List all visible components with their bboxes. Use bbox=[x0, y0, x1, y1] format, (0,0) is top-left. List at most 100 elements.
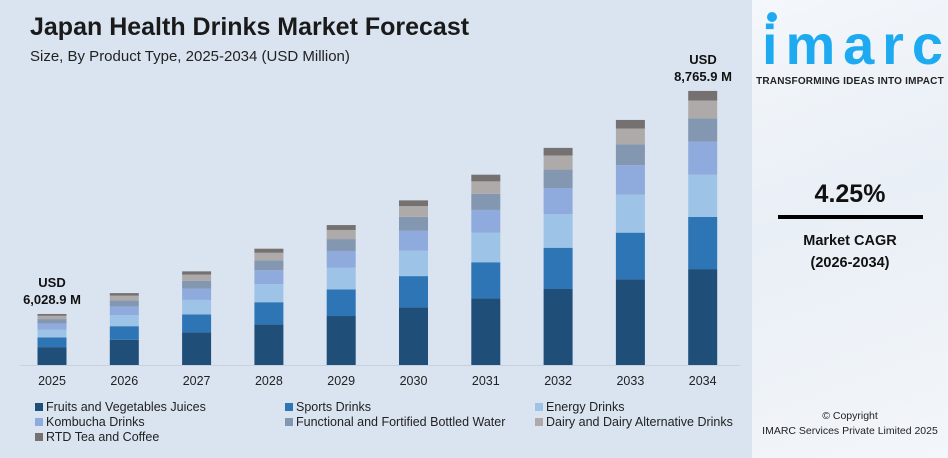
legend-label: Dairy and Dairy Alternative Drinks bbox=[546, 414, 733, 429]
bar-segment-2033-3 bbox=[615, 165, 645, 195]
last-bar-currency: USD bbox=[689, 52, 716, 67]
bar-segment-2028-4 bbox=[254, 260, 284, 271]
bar-segment-2034-3 bbox=[688, 141, 718, 175]
bar-segment-2031-4 bbox=[471, 193, 501, 210]
bar-segment-2025-5 bbox=[37, 315, 67, 320]
first-bar-currency: USD bbox=[38, 275, 65, 290]
legend-swatch bbox=[535, 402, 543, 411]
bar-segment-2030-4 bbox=[399, 216, 428, 231]
legend-item: RTD Tea and Coffee bbox=[35, 429, 285, 444]
bar-segment-2033-4 bbox=[615, 144, 645, 166]
legend-item: Energy Drinks bbox=[535, 399, 745, 414]
bar-segment-2033-6 bbox=[615, 119, 645, 129]
bar-segment-2025-6 bbox=[37, 313, 67, 316]
bar-segment-2026-3 bbox=[109, 306, 139, 316]
bar-segment-2029-2 bbox=[326, 267, 356, 290]
bar-segment-2028-2 bbox=[254, 284, 284, 303]
x-tick-label: 2025 bbox=[38, 374, 66, 388]
bar-segment-2032-1 bbox=[543, 247, 573, 290]
x-tick-label: 2032 bbox=[544, 374, 572, 388]
bar-segment-2033-1 bbox=[615, 232, 645, 280]
bar-segment-2034-1 bbox=[688, 217, 718, 270]
bar-segment-2031-5 bbox=[471, 181, 501, 194]
bar-segment-2034-2 bbox=[688, 174, 718, 218]
bar-segment-2029-6 bbox=[326, 225, 356, 230]
bar-segment-2028-1 bbox=[254, 302, 284, 325]
x-tick-label: 2027 bbox=[183, 374, 211, 388]
bar-segment-2025-3 bbox=[37, 323, 67, 330]
bar-segment-2027-0 bbox=[182, 332, 212, 365]
bar-segment-2031-6 bbox=[471, 174, 501, 182]
bar-segment-2025-0 bbox=[37, 347, 67, 365]
legend-label: Energy Drinks bbox=[546, 399, 625, 414]
bar-segment-2026-4 bbox=[109, 300, 139, 307]
bar-segment-2034-4 bbox=[688, 118, 718, 142]
legend-item: Dairy and Dairy Alternative Drinks bbox=[535, 414, 745, 429]
bar-segment-2025-1 bbox=[37, 337, 67, 348]
x-tick-label: 2031 bbox=[472, 374, 500, 388]
bar-segment-2029-5 bbox=[326, 229, 356, 240]
bar-segment-2027-6 bbox=[182, 271, 212, 275]
legend-item: Kombucha Drinks bbox=[35, 414, 285, 429]
bar-segment-2025-4 bbox=[37, 319, 67, 324]
bar-segment-2032-3 bbox=[543, 188, 573, 215]
bar-segment-2032-5 bbox=[543, 155, 573, 170]
x-tick-label: 2026 bbox=[110, 374, 138, 388]
bar-segment-2026-0 bbox=[109, 339, 139, 365]
bar-segment-2032-2 bbox=[543, 214, 573, 248]
bar-segment-2027-3 bbox=[182, 288, 212, 300]
bar-segment-2031-2 bbox=[471, 232, 501, 263]
svg-text:imarc: imarc bbox=[762, 13, 942, 74]
bar-segment-2030-0 bbox=[399, 307, 428, 365]
bar-segment-2027-5 bbox=[182, 274, 212, 281]
bar-segment-2028-5 bbox=[254, 252, 284, 261]
x-tick-label: 2028 bbox=[255, 374, 283, 388]
legend-label: RTD Tea and Coffee bbox=[46, 429, 160, 444]
bar-segment-2026-1 bbox=[109, 326, 139, 340]
bar-segment-2034-0 bbox=[688, 269, 718, 365]
legend-swatch bbox=[35, 417, 43, 426]
x-tick-label: 2030 bbox=[400, 374, 428, 388]
legend-label: Fruits and Vegetables Juices bbox=[46, 399, 206, 414]
bar-segment-2030-6 bbox=[399, 200, 428, 207]
legend-swatch bbox=[35, 432, 43, 441]
bar-segment-2026-6 bbox=[109, 293, 139, 296]
bar-segment-2033-0 bbox=[615, 279, 645, 365]
first-bar-value: 6,028.9 M bbox=[23, 292, 81, 307]
bar-segment-2029-3 bbox=[326, 250, 356, 268]
bar-segment-2028-0 bbox=[254, 324, 284, 365]
bar-segment-2030-5 bbox=[399, 206, 428, 217]
legend-swatch bbox=[535, 417, 543, 426]
bar-segment-2027-4 bbox=[182, 280, 212, 289]
tagline: TRANSFORMING IDEAS INTO IMPACT bbox=[756, 76, 944, 87]
x-tick-label: 2034 bbox=[689, 374, 717, 388]
chart-panel: 2025 2026 2027 2028 2029 2030 2031 2032 2033 2034… bbox=[0, 0, 752, 458]
bar-segment-2034-5 bbox=[688, 100, 718, 119]
legend-swatch bbox=[35, 402, 43, 411]
divider bbox=[778, 215, 923, 219]
legend-label: Sports Drinks bbox=[296, 399, 372, 414]
legend-swatch bbox=[285, 417, 293, 426]
legend-item: Fruits and Vegetables Juices bbox=[35, 399, 285, 414]
legend-item: Sports Drinks bbox=[285, 399, 535, 414]
x-tick-label: 2029 bbox=[327, 374, 355, 388]
bar-segment-2029-4 bbox=[326, 239, 356, 251]
chart-subtitle: Size, By Product Type, 2025-2034 (USD Mi… bbox=[30, 48, 350, 65]
cagr-value: 4.25% bbox=[814, 180, 886, 208]
bar-segment-2031-0 bbox=[471, 298, 501, 365]
bar-segment-2031-1 bbox=[471, 262, 501, 299]
chart-title: Japan Health Drinks Market Forecast bbox=[30, 13, 470, 41]
legend: Fruits and Vegetables Juices Sports Drink… bbox=[35, 399, 745, 444]
bar-segment-2030-1 bbox=[399, 276, 428, 308]
legend-item: Functional and Fortified Bottled Water bbox=[285, 414, 535, 429]
bar-segment-2028-6 bbox=[254, 248, 284, 253]
legend-label: Kombucha Drinks bbox=[46, 414, 145, 429]
bar-segment-2027-1 bbox=[182, 314, 212, 333]
sidebar: imarc TRANSFORMING IDEAS INTO IMPACT 4.2… bbox=[752, 0, 948, 458]
bar-segment-2032-6 bbox=[543, 147, 573, 156]
bar-segment-2026-5 bbox=[109, 295, 139, 301]
bar-segment-2030-2 bbox=[399, 250, 428, 277]
bar-segment-2032-0 bbox=[543, 289, 573, 365]
bar-segment-2032-4 bbox=[543, 169, 573, 189]
bar-segment-2028-3 bbox=[254, 270, 284, 285]
